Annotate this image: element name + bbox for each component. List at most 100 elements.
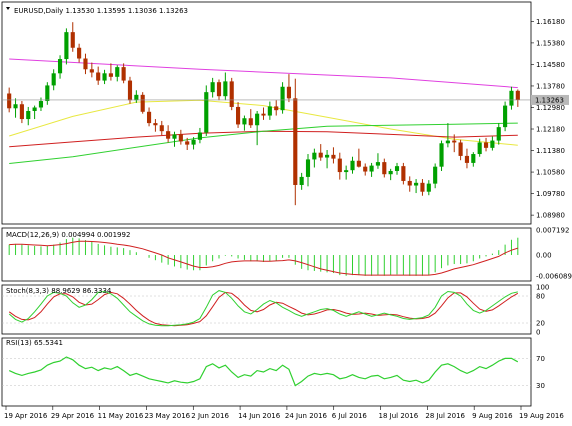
date-tick-label: 9 Aug 2016	[472, 412, 513, 420]
date-tick-label: 19 Aug 2016	[519, 412, 564, 420]
candle-body	[407, 180, 412, 186]
candle-body	[70, 32, 75, 48]
candle-body	[26, 110, 31, 120]
current-price-label: 1.13263	[535, 96, 564, 104]
dropdown-triangle-icon	[6, 7, 10, 10]
macd-panel: 0.007192 0.00 -0.006089	[8, 227, 572, 281]
candle-body	[344, 170, 349, 173]
candle-body	[490, 140, 495, 148]
macd-tick-label: -0.006089	[536, 273, 572, 281]
candle-body	[236, 106, 241, 125]
candle-body	[286, 86, 291, 99]
candle-body	[299, 176, 304, 185]
candle-body	[45, 85, 50, 102]
candle-body	[210, 82, 215, 93]
candle-body	[394, 166, 400, 171]
candle-body	[64, 32, 69, 60]
candle-body	[127, 80, 133, 101]
current-price-box	[531, 94, 569, 105]
candle-body	[420, 182, 425, 192]
price-panel-frame	[1, 1, 532, 225]
candle-body	[102, 73, 107, 81]
date-tick-label: 11 May 2016	[98, 412, 144, 420]
date-tick-label: 23 May 2016	[144, 412, 190, 420]
candle-body	[108, 73, 113, 77]
candle-body	[433, 166, 438, 184]
panel-frames	[1, 1, 532, 407]
candle-body	[445, 140, 450, 144]
candle-body	[325, 154, 330, 158]
candle-body	[77, 47, 82, 59]
macd-tick-label: 0.00	[536, 252, 552, 260]
candle-body	[515, 90, 520, 100]
candle-body	[452, 140, 457, 143]
candle-body	[483, 142, 489, 148]
date-tick-label: 19 Apr 2016	[4, 412, 48, 420]
candle-body	[115, 67, 120, 77]
date-tick-label: 6 Jul 2016	[332, 412, 368, 420]
macd-header: MACD(12,26,9) 0.004994 0.001992	[6, 231, 130, 239]
price-tick-label: 1.11380	[536, 147, 565, 155]
candle-body	[153, 123, 158, 126]
candle-body	[83, 58, 88, 70]
price-tick-label: 1.12980	[536, 104, 565, 112]
candle-body	[509, 90, 514, 106]
candle-body	[197, 132, 202, 140]
rsi-tick-label: 70	[536, 355, 545, 363]
candle-body	[51, 73, 56, 86]
candle-body	[337, 158, 342, 173]
stoch-tick-label: 100	[536, 284, 549, 292]
date-tick-label: 14 Jun 2016	[238, 412, 281, 420]
price-tick-label: 1.09780	[536, 190, 565, 198]
candle-body	[242, 118, 247, 125]
stoch-main-line	[8, 290, 518, 327]
candle-body	[414, 182, 419, 186]
candle-body	[172, 134, 177, 139]
moving-average-line-4	[9, 122, 518, 164]
candle-body	[369, 165, 374, 172]
candlesticks	[7, 22, 520, 206]
stoch-tick-label: 20	[536, 320, 545, 328]
symbol-header: EURUSD,Daily 1.13530 1.13595 1.13036 1.1…	[14, 7, 188, 15]
rsi-panel: 70 30	[2, 355, 545, 390]
price-tick-label: 1.08980	[536, 212, 565, 220]
candle-body	[19, 104, 24, 120]
candle-body	[312, 152, 317, 160]
stoch-header: Stoch(8,3,3) 88.9629 86.3334	[6, 287, 112, 295]
candle-body	[57, 59, 63, 74]
price-tick-label: 1.12180	[536, 126, 565, 134]
macd-panel-frame	[1, 227, 532, 282]
price-tick-label: 1.15380	[536, 39, 565, 47]
date-tick-label: 29 Apr 2016	[51, 412, 95, 420]
candle-body	[89, 69, 94, 73]
candle-body	[274, 106, 279, 111]
candle-body	[191, 139, 196, 145]
macd-tick-label: 0.007192	[536, 227, 569, 235]
rsi-panel-frame	[1, 337, 532, 407]
candle-body	[140, 94, 145, 112]
candle-body	[255, 113, 260, 126]
candle-body	[401, 166, 406, 181]
price-tick-label: 1.13780	[536, 82, 565, 90]
candle-body	[121, 67, 126, 81]
candle-body	[216, 82, 222, 97]
candle-body	[318, 152, 323, 158]
candle-body	[178, 134, 183, 142]
candle-body	[382, 162, 387, 175]
candle-body	[159, 125, 164, 132]
candle-body	[356, 160, 361, 167]
candle-body	[458, 142, 463, 156]
candle-body	[464, 155, 470, 163]
candle-body	[32, 107, 37, 111]
candle-body	[96, 72, 101, 81]
candle-body	[134, 94, 139, 101]
stoch-tick-label: 80	[536, 293, 545, 301]
candle-body	[503, 105, 508, 128]
candle-body	[375, 162, 381, 166]
rsi-tick-label: 30	[536, 382, 545, 390]
candle-body	[388, 170, 393, 175]
candle-body	[261, 113, 266, 116]
candle-body	[496, 127, 501, 141]
